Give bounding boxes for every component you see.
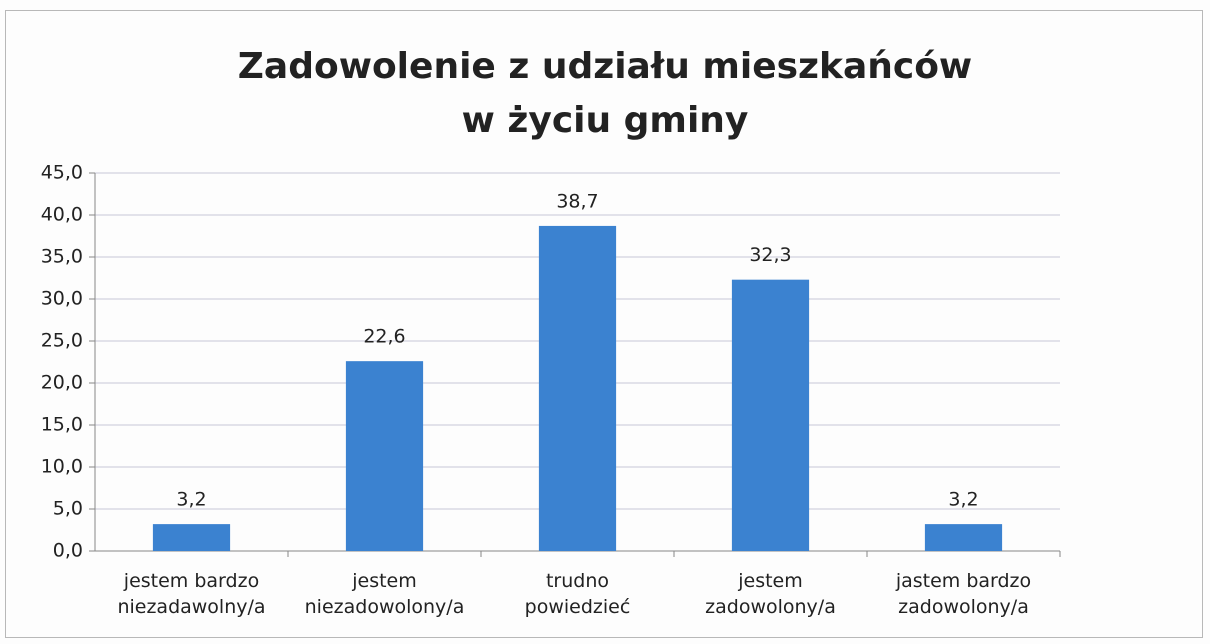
y-tick-label: 25,0	[41, 330, 83, 352]
x-tick-label: trudno powiedzieć	[524, 570, 631, 618]
x-tick-label: jestem bardzo niezadawolny/a	[117, 570, 266, 618]
y-tick-label: 5,0	[53, 498, 83, 520]
bar	[731, 279, 810, 551]
y-tick-label: 10,0	[41, 456, 83, 478]
chart-title: Zadowolenie z udziału mieszkańców w życi…	[237, 46, 973, 141]
data-label: 3,2	[176, 489, 206, 511]
y-tick-label: 20,0	[41, 372, 83, 394]
data-label: 32,3	[749, 244, 791, 266]
x-tick-label: jastem bardzo zadowolony/a	[895, 570, 1032, 618]
y-tick-label: 0,0	[53, 540, 83, 562]
data-label: 22,6	[363, 326, 405, 348]
y-tick-label: 45,0	[41, 162, 83, 184]
y-tick-label: 15,0	[41, 414, 83, 436]
bar	[152, 524, 231, 551]
bar	[345, 361, 424, 551]
y-tick-label: 40,0	[41, 204, 83, 226]
bar	[538, 225, 617, 552]
y-tick-label: 30,0	[41, 288, 83, 310]
bar	[924, 524, 1003, 551]
data-label: 3,2	[948, 489, 978, 511]
y-tick-label: 35,0	[41, 246, 83, 268]
data-label: 38,7	[556, 190, 598, 212]
x-tick-label: jestem niezadowolony/a	[304, 570, 465, 618]
x-tick-label: jestem zadowolony/a	[705, 570, 836, 618]
chart-frame	[5, 10, 1203, 638]
